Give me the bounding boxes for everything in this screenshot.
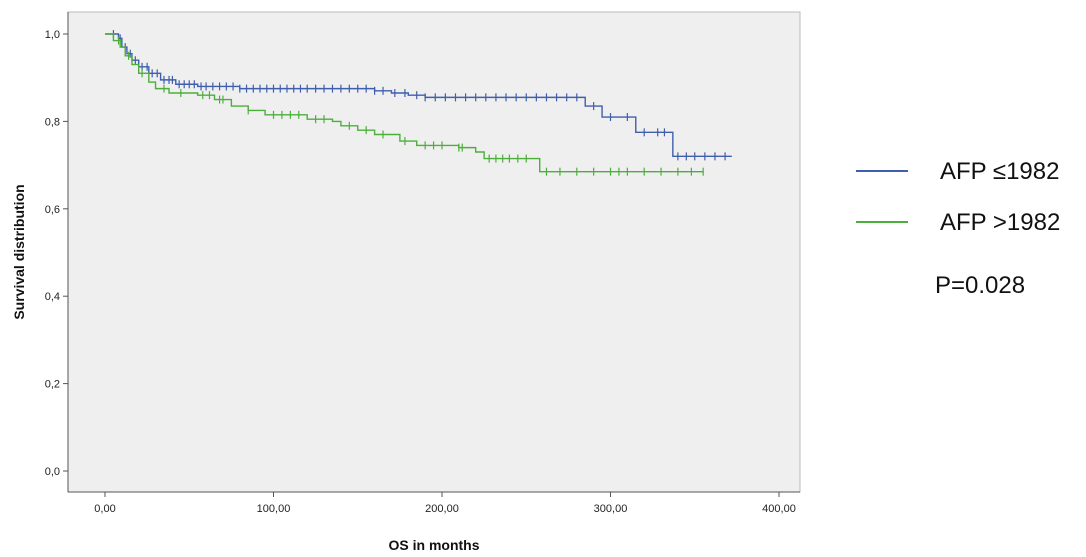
y-tick-label: 0,0 bbox=[45, 466, 60, 478]
x-tick-label: 300,00 bbox=[594, 503, 628, 515]
y-tick-label: 0,2 bbox=[45, 379, 60, 391]
y-tick-label: 0,4 bbox=[45, 291, 60, 303]
x-tick-label: 100,00 bbox=[257, 503, 291, 515]
x-tick-label: 200,00 bbox=[425, 503, 459, 515]
y-ticks: 0,0 0,2 0,4 0,6 0,8 1,0 bbox=[45, 29, 68, 478]
y-tick-label: 0,6 bbox=[45, 204, 60, 216]
y-tick-label: 1,0 bbox=[45, 29, 60, 41]
x-tick-label: 0,00 bbox=[94, 503, 115, 515]
series-layer bbox=[105, 30, 732, 176]
x-ticks: 0,00 100,00 200,00 300,00 400,00 bbox=[94, 492, 796, 515]
legend: AFP ≤1982 AFP >1982 P=0.028 bbox=[856, 158, 1060, 299]
x-axis-title: OS in months bbox=[389, 537, 480, 553]
x-tick-label: 400,00 bbox=[762, 503, 796, 515]
legend-label-afp-high: AFP >1982 bbox=[940, 209, 1060, 236]
legend-label-afp-low: AFP ≤1982 bbox=[940, 158, 1059, 185]
plot-area bbox=[67, 11, 801, 493]
y-axis-title: Survival distribution bbox=[11, 184, 27, 319]
y-tick-label: 0,8 bbox=[45, 116, 60, 128]
p-value-annotation: P=0.028 bbox=[935, 272, 1025, 299]
